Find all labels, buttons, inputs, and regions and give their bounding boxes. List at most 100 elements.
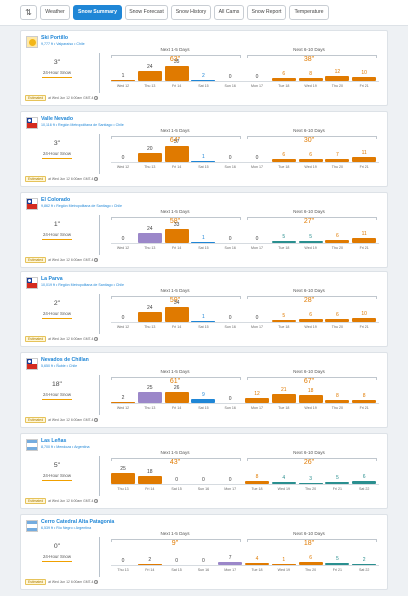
- resort-location[interactable]: 9,777 ft • Valparaíso • Chile: [41, 42, 85, 46]
- day-label: Wed 12: [116, 165, 130, 169]
- resort-name[interactable]: Cerro Catedral Alta Patagonia: [41, 519, 115, 525]
- resort-location[interactable]: 10,116 ft • Región Metropolitana de Sant…: [41, 123, 124, 127]
- updated-timestamp: Estimated at Wed Jun 12 6:00am GMT-4 i: [25, 176, 99, 182]
- tab-weather[interactable]: Weather: [40, 5, 70, 20]
- forecast-panel: Next 1-5 Days Next 6-10 Days 43" 26" 25 Thu 1…: [111, 450, 379, 510]
- info-icon[interactable]: i: [94, 418, 99, 422]
- snow-value: 6: [309, 555, 312, 562]
- day-label: Wed 19: [304, 84, 317, 88]
- snow-24h-value: 2": [53, 300, 61, 307]
- divider: [99, 294, 100, 334]
- snow-bar: [245, 480, 269, 484]
- snow-bar: [352, 399, 377, 403]
- tab-snow-history[interactable]: Snow History: [171, 5, 211, 20]
- snow-bar: [298, 159, 323, 162]
- forecast-panel: Next 1-5 Days Next 6-10 Days 58" 27" 0 Wed 12…: [111, 209, 379, 269]
- snow-value: 21: [281, 386, 287, 393]
- forecast-baseline: [111, 243, 379, 244]
- snow-24h-label: 24-Hour Snow: [42, 232, 72, 237]
- day-label: Fri 14: [172, 84, 182, 88]
- snow-value: 0: [202, 477, 205, 483]
- day-label: Tue 18: [278, 165, 290, 169]
- day-label: Sun 16: [224, 84, 236, 88]
- info-icon[interactable]: i: [94, 337, 99, 341]
- snow-bar: [164, 391, 189, 403]
- period-1-5-bracket: [111, 458, 241, 461]
- tab-temperature[interactable]: Temperature: [289, 5, 329, 20]
- period-6-10-bracket: [247, 217, 377, 220]
- day-label: Thu 13: [144, 406, 156, 410]
- resort-location[interactable]: 5,650 ft • Ñuble • Chile: [41, 364, 78, 368]
- info-icon[interactable]: i: [94, 96, 99, 100]
- snow-value: 2: [121, 394, 125, 401]
- snow-24h-underline: [42, 399, 72, 400]
- day-label: Wed 19: [277, 568, 290, 572]
- day-label: Tue 18: [278, 325, 290, 329]
- period-6-10-label: Next 6-10 Days: [293, 128, 325, 133]
- period-6-10-bracket: [247, 296, 377, 299]
- day-label: Mon 17: [251, 246, 263, 250]
- period-1-5-label: Next 1-5 Days: [160, 450, 190, 455]
- snow-bar: [298, 562, 323, 565]
- snow-value: 11: [361, 231, 367, 238]
- snow-24h-label: 24-Hour Snow: [42, 554, 72, 559]
- snow-24h-underline: [42, 480, 72, 481]
- resort-name[interactable]: Valle Nevado: [41, 116, 74, 122]
- period-1-5-total: 59": [169, 297, 181, 304]
- snow-value: 2: [202, 72, 205, 79]
- snow-value: 0: [228, 155, 232, 161]
- snow-bar: [298, 240, 323, 243]
- resort-name[interactable]: Las Leñas: [41, 438, 67, 444]
- tab-all-cams[interactable]: All Cams: [214, 5, 244, 20]
- snow-value: 0: [255, 236, 259, 242]
- day-label: Mon 17: [251, 406, 263, 410]
- tab-snow-summary[interactable]: Snow Summary: [73, 5, 122, 20]
- resort-card: Valle Nevado 10,116 ft • Región Metropoli…: [20, 111, 388, 187]
- snow-bar: [271, 159, 296, 162]
- day-label: Wed 12: [116, 246, 130, 250]
- snow-value: 0: [228, 236, 232, 242]
- day-label: Thu 20: [331, 325, 343, 329]
- info-icon[interactable]: i: [94, 177, 99, 181]
- day-label: Thu 13: [144, 246, 156, 250]
- day-label: Tue 18: [278, 406, 290, 410]
- period-1-5-label: Next 1-5 Days: [160, 47, 190, 52]
- updated-timestamp: Estimated at Wed Jun 12 6:00am GMT-4 i: [25, 336, 99, 342]
- resort-name[interactable]: Ski Portillo: [41, 35, 69, 41]
- resort-location[interactable]: 9,862 ft • Región Metropolitana de Santi…: [41, 204, 123, 208]
- snow-value: 6: [336, 312, 339, 319]
- day-label: Wed 19: [304, 325, 317, 329]
- tab-snow-forecast[interactable]: Snow Forecast: [125, 5, 168, 20]
- snow-bar: [111, 401, 135, 403]
- snow-bar: [191, 320, 216, 322]
- info-icon[interactable]: i: [94, 258, 99, 262]
- resort-name[interactable]: El Colorado: [41, 197, 71, 203]
- period-1-5-total: 64": [169, 137, 181, 144]
- snow-value: 0: [121, 315, 125, 321]
- snow-value: 1: [202, 153, 205, 160]
- estimated-badge: Estimated: [25, 95, 47, 101]
- resort-location[interactable]: 6,539 ft • Río Negro • Argentina: [41, 526, 92, 530]
- snow-24h-underline: [42, 561, 72, 562]
- period-6-10-bracket: [247, 136, 377, 139]
- tab-snow-report[interactable]: Snow Report: [247, 5, 286, 20]
- period-1-5-label: Next 1-5 Days: [160, 209, 190, 214]
- snow-value: 18: [307, 388, 314, 395]
- period-6-10-label: Next 6-10 Days: [293, 47, 325, 52]
- snow-bar: [271, 482, 296, 484]
- snow-bar: [137, 476, 162, 484]
- info-icon[interactable]: i: [94, 499, 99, 503]
- snow-value: 0: [255, 74, 259, 80]
- resort-location[interactable]: 10,019 ft • Región Metropolitana de Sant…: [41, 283, 125, 287]
- day-label: Mon 17: [251, 165, 263, 169]
- snow-value: 1: [282, 556, 286, 563]
- resort-name[interactable]: La Parva: [41, 276, 63, 282]
- updated-text: at Wed Jun 12 6:00am GMT-4: [48, 499, 94, 503]
- info-icon[interactable]: i: [94, 580, 99, 584]
- filter-icon[interactable]: ⇅: [20, 5, 37, 20]
- period-6-10-bracket: [247, 55, 377, 58]
- day-label: Sat 15: [171, 568, 182, 572]
- day-label: Thu 13: [144, 84, 156, 88]
- resort-name[interactable]: Nevados de Chillan: [41, 357, 89, 363]
- resort-location[interactable]: 8,700 ft • Mendoza • Argentina: [41, 445, 90, 449]
